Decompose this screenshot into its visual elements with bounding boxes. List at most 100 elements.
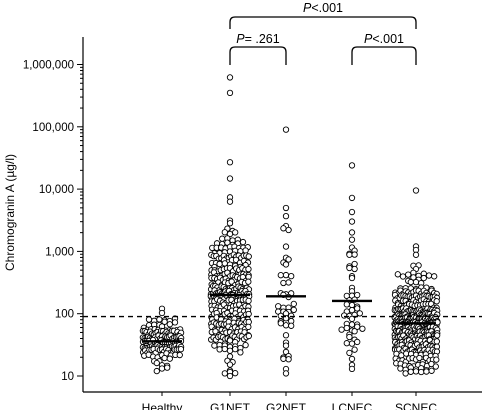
p-value-label: P<.001 [364, 32, 404, 46]
data-point [245, 265, 252, 273]
data-point [226, 361, 234, 368]
data-point [171, 319, 179, 326]
data-point [394, 271, 401, 278]
data-point [341, 312, 348, 319]
median-lines [142, 293, 436, 343]
data-point [211, 342, 218, 349]
p-value-label: P= .261 [236, 32, 279, 46]
data-point [354, 291, 361, 299]
data-point [431, 273, 438, 280]
data-point [420, 274, 427, 282]
y-tick-label: 100,000 [32, 122, 74, 134]
data-point [288, 273, 295, 280]
data-point [356, 310, 363, 317]
x-tick-label: LCNEC [332, 401, 373, 410]
data-point [226, 347, 234, 354]
y-axis-title: Chromogranin A (µg/l) [3, 154, 17, 271]
data-point [412, 251, 420, 258]
data-point [245, 332, 252, 340]
labels: 10 100 1,000 10,000 100,000 1,000,000 Chromogr… [3, 1, 437, 410]
data-point [282, 204, 290, 212]
data-point [428, 367, 435, 374]
significance-bracket [351, 46, 417, 65]
data-point [433, 356, 440, 363]
data-point [433, 298, 440, 305]
data-point [158, 365, 166, 372]
y-tick-label: 1,000 [45, 246, 74, 258]
data-point [245, 310, 252, 318]
data-point [245, 323, 252, 331]
data-point [348, 340, 356, 347]
data-point [161, 318, 168, 325]
data-point [343, 340, 350, 347]
data-point [166, 321, 173, 328]
data-point [351, 346, 358, 353]
data-point [221, 229, 228, 236]
data-point [164, 364, 171, 371]
data-point [153, 359, 160, 367]
data-point [245, 278, 252, 285]
data-point [348, 365, 356, 373]
data-point [226, 372, 234, 380]
data-point [237, 349, 244, 356]
data-point [432, 363, 439, 370]
data-point [285, 356, 292, 363]
data-point [348, 218, 356, 225]
data-point [433, 338, 440, 345]
data-point [416, 354, 423, 362]
data-point [285, 226, 292, 234]
data-point [425, 272, 433, 279]
data-point [290, 306, 297, 313]
data-point [282, 126, 290, 133]
data-point [221, 370, 228, 377]
data-point [282, 342, 290, 349]
data-point [346, 333, 353, 341]
data-point [282, 261, 290, 268]
data-point [348, 236, 356, 243]
data-point [399, 273, 407, 280]
significance-brackets [229, 16, 417, 65]
data-point [280, 355, 287, 362]
data-point [280, 279, 287, 287]
data-point [226, 220, 234, 227]
data-point [410, 274, 417, 281]
data-point [176, 351, 183, 359]
data-point [354, 305, 361, 312]
data-point [434, 332, 441, 339]
data-point [407, 368, 414, 375]
y-tick-label: 1,000,000 [23, 60, 74, 72]
data-point [221, 345, 228, 353]
data-point [359, 325, 366, 332]
data-point [282, 322, 290, 329]
data-point [338, 326, 345, 333]
axes [77, 37, 482, 396]
data-point [226, 74, 234, 81]
data-point [226, 89, 234, 97]
data-point [232, 229, 239, 236]
data-point [242, 247, 249, 254]
data-point [290, 300, 297, 308]
data-points [139, 74, 441, 380]
data-point [343, 324, 350, 332]
data-point [402, 370, 409, 377]
data-point [245, 297, 252, 305]
x-tick-label: SCNEC [395, 401, 437, 410]
data-point [245, 253, 252, 260]
data-point [348, 274, 356, 282]
data-point [351, 265, 358, 273]
significance-bracket [229, 16, 417, 29]
data-point [239, 238, 247, 246]
data-point [275, 303, 282, 310]
data-point [216, 346, 223, 353]
data-point [232, 345, 239, 353]
data-point [423, 368, 430, 375]
data-point [397, 365, 404, 372]
data-point [280, 225, 287, 232]
data-point [418, 368, 425, 376]
data-point [153, 367, 160, 375]
data-point [161, 354, 168, 362]
data-point [158, 309, 166, 317]
y-tick-label: 10,000 [39, 184, 74, 196]
data-point [166, 355, 173, 362]
